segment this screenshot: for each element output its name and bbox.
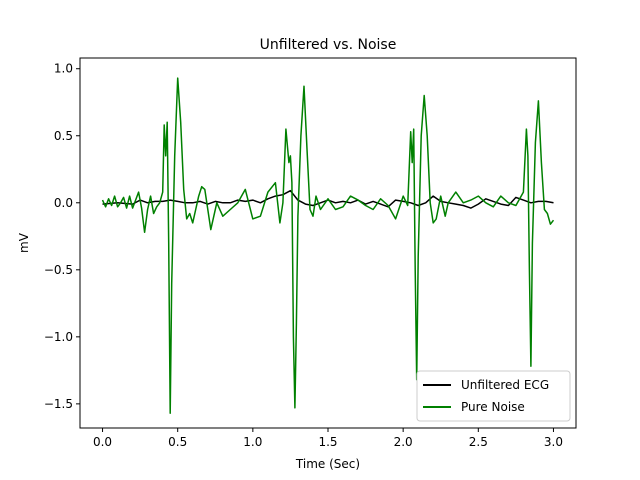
x-axis: 0.0 0.5 1.0 1.5 2.0 2.5 3.0: [93, 428, 563, 449]
chart-title: Unfiltered vs. Noise: [260, 37, 397, 53]
y-tick-label: 0.5: [54, 129, 73, 143]
x-tick-label: 0.5: [168, 435, 187, 449]
y-axis: 1.0 0.5 0.0 −0.5 −1.0 −1.5: [44, 62, 80, 411]
y-tick-label: 1.0: [54, 62, 73, 76]
legend-box: [416, 370, 571, 422]
series-line-pure-noise: [101, 77, 555, 415]
y-tick-label: −1.5: [44, 397, 73, 411]
legend: Unfiltered ECG Pure Noise: [416, 370, 571, 422]
x-tick-label: 2.0: [394, 435, 413, 449]
legend-label-pure-noise: Pure Noise: [461, 400, 525, 414]
y-tick-label: −1.0: [44, 330, 73, 344]
legend-label-unfiltered-ecg: Unfiltered ECG: [461, 378, 549, 392]
y-tick-label: 0.0: [54, 196, 73, 210]
y-axis-label: mV: [17, 232, 31, 253]
series-line-unfiltered-ecg: [102, 189, 554, 209]
x-tick-label: 0.0: [93, 435, 112, 449]
x-tick-label: 3.0: [544, 435, 563, 449]
y-tick-label: −0.5: [44, 263, 73, 277]
x-tick-label: 1.5: [318, 435, 337, 449]
x-tick-label: 1.0: [243, 435, 262, 449]
x-tick-label: 2.5: [469, 435, 488, 449]
x-axis-label: Time (Sec): [295, 457, 360, 471]
